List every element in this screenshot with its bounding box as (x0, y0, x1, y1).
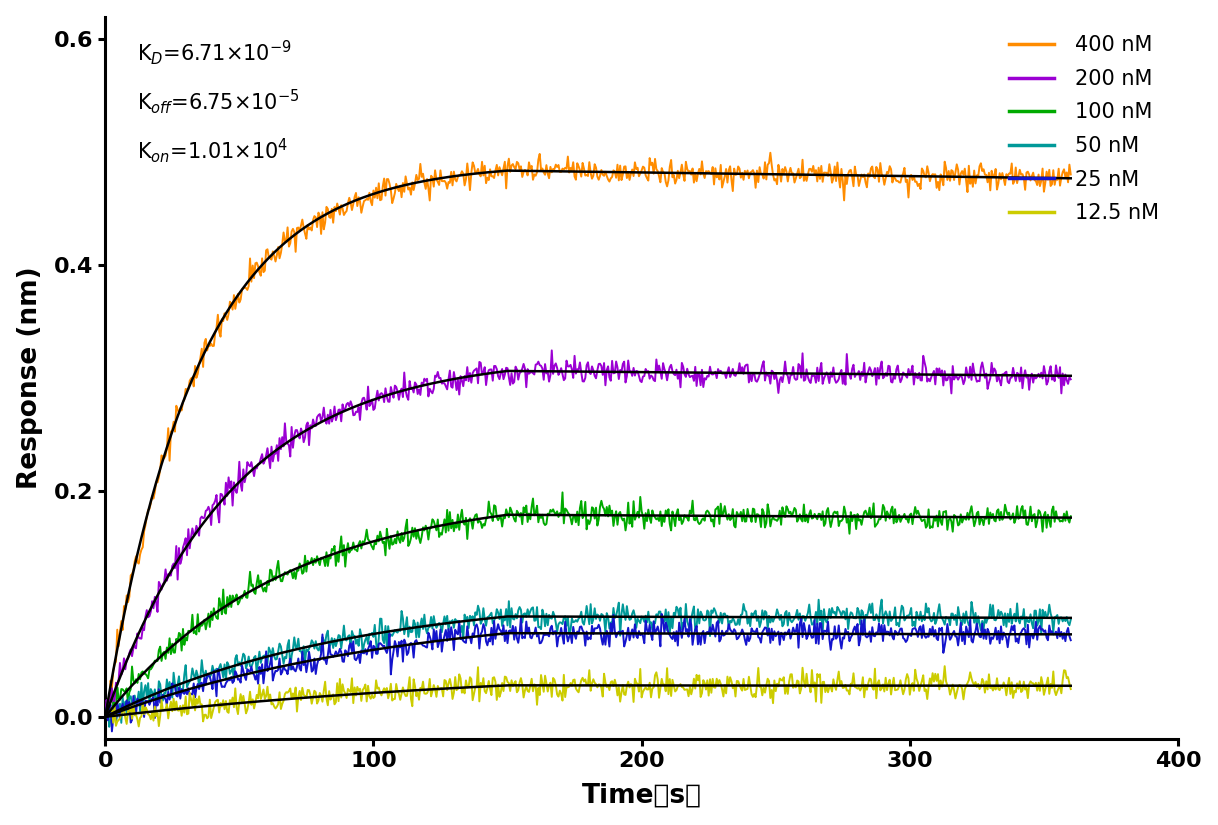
Y-axis label: Response (nm): Response (nm) (17, 266, 43, 489)
X-axis label: Time（s）: Time（s） (582, 782, 702, 808)
Legend: 400 nM, 200 nM, 100 nM, 50 nM, 25 nM, 12.5 nM: 400 nM, 200 nM, 100 nM, 50 nM, 25 nM, 12… (1000, 27, 1168, 232)
Text: K$_{D}$=6.71×10$^{-9}$
K$_{off}$=6.75×10$^{-5}$
K$_{on}$=1.01×10$^{4}$: K$_{D}$=6.71×10$^{-9}$ K$_{off}$=6.75×10… (138, 38, 300, 165)
